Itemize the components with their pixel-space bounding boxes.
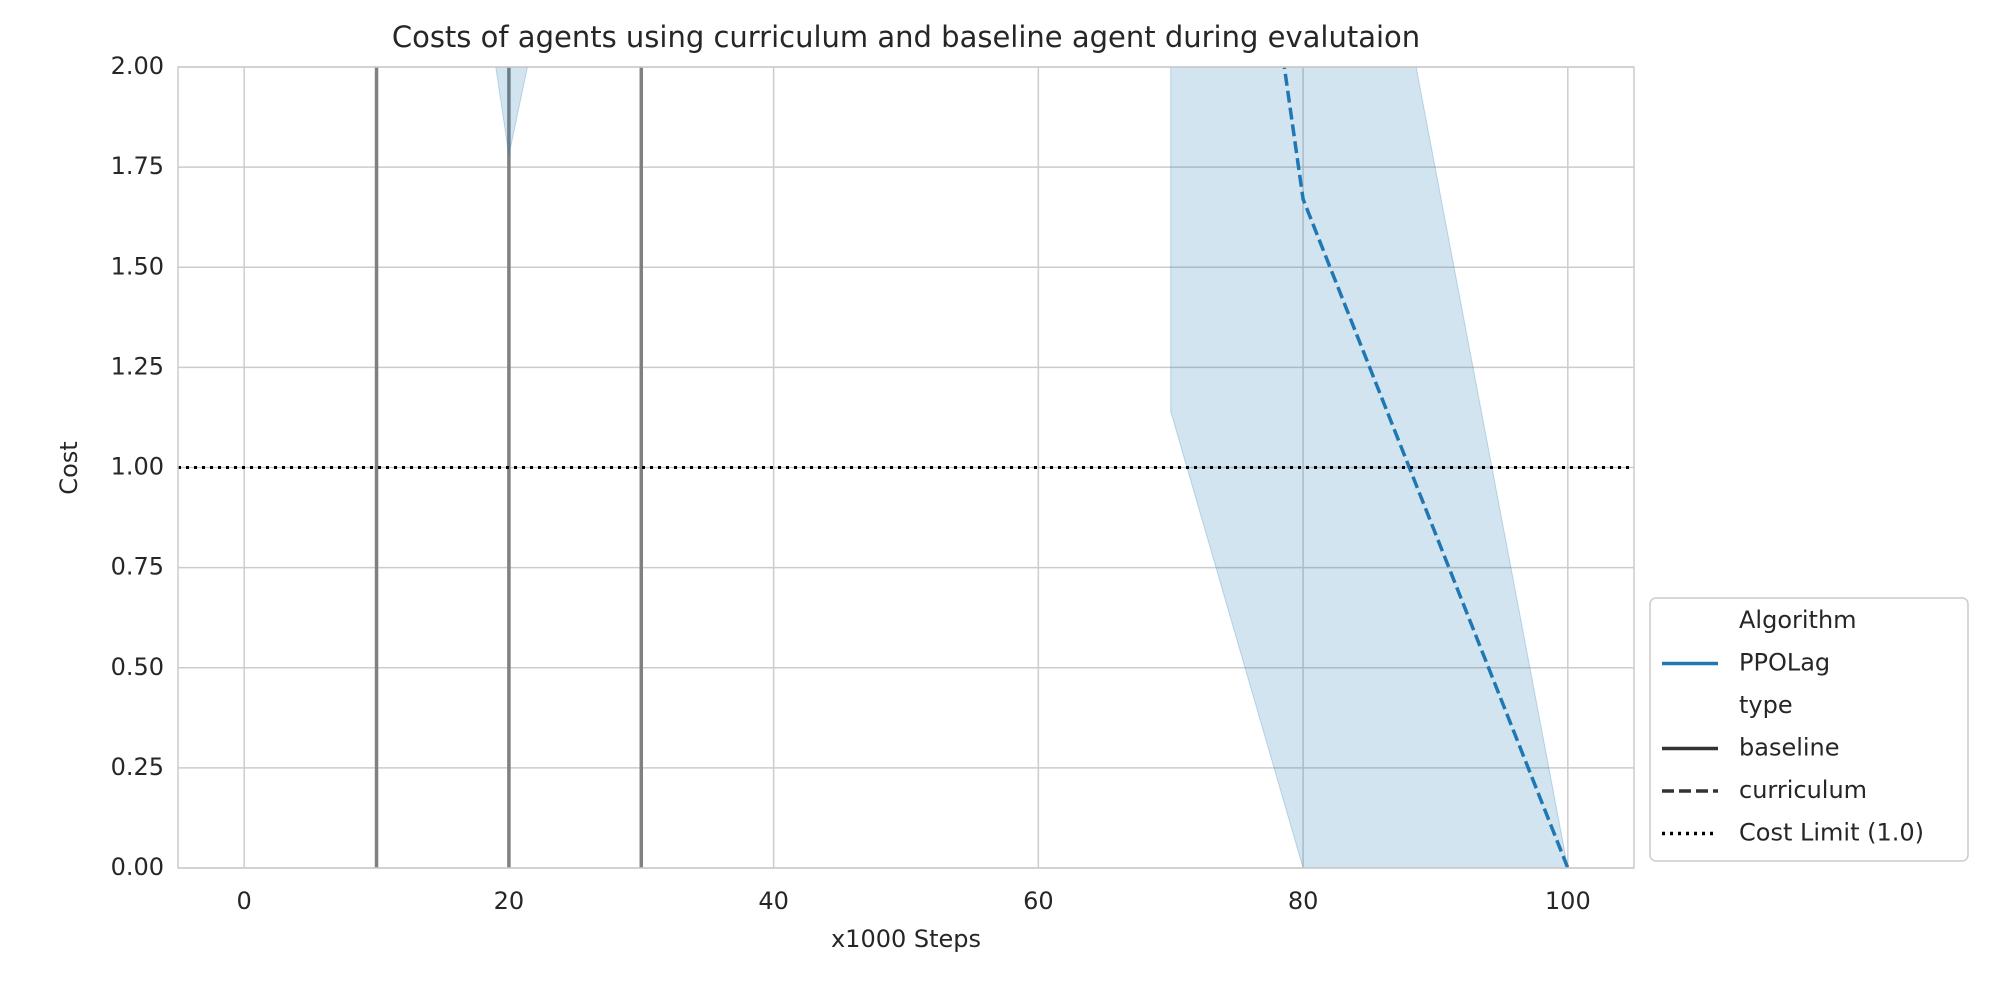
confidence-band bbox=[495, 67, 528, 156]
y-tick-label: 0.25 bbox=[111, 753, 164, 781]
x-tick-label: 80 bbox=[1288, 887, 1319, 915]
y-tick-label: 1.00 bbox=[111, 453, 164, 481]
y-tick-label: 0.75 bbox=[111, 553, 164, 581]
y-tick-label: 2.00 bbox=[111, 52, 164, 80]
legend-title: type bbox=[1739, 691, 1793, 719]
confidence-band bbox=[1170, 67, 1569, 868]
legend-label: baseline bbox=[1739, 734, 1840, 762]
legend-label: PPOLag bbox=[1739, 649, 1830, 677]
y-tick-label: 1.25 bbox=[111, 352, 164, 380]
plot-frame bbox=[177, 66, 1635, 869]
x-axis-label: x1000 Steps bbox=[831, 925, 981, 953]
x-tick-label: 60 bbox=[1023, 887, 1054, 915]
x-tick-label: 100 bbox=[1545, 887, 1591, 915]
legend: Algorithm PPOLag type baseline curriculum Cos… bbox=[1649, 597, 1969, 862]
legend-title: Algorithm bbox=[1739, 606, 1857, 634]
x-tick-label: 20 bbox=[494, 887, 525, 915]
x-tick-label: 40 bbox=[758, 887, 789, 915]
y-tick-label: 0.00 bbox=[111, 853, 164, 881]
legend-label: Cost Limit (1.0) bbox=[1739, 819, 1924, 847]
y-tick-label: 0.50 bbox=[111, 653, 164, 681]
plot-area bbox=[178, 67, 1634, 868]
y-tick-label: 1.75 bbox=[111, 152, 164, 180]
chart-title: Costs of agents using curriculum and bas… bbox=[392, 20, 1420, 54]
legend-label: curriculum bbox=[1739, 776, 1867, 804]
series-line bbox=[1282, 67, 1570, 868]
y-axis-label: Cost bbox=[55, 441, 83, 494]
legend-box bbox=[1649, 597, 1969, 862]
x-tick-label: 0 bbox=[237, 887, 252, 915]
y-tick-label: 1.50 bbox=[111, 252, 164, 280]
